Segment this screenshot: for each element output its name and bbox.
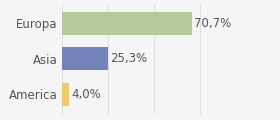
Text: 70,7%: 70,7% xyxy=(195,17,232,30)
Bar xyxy=(62,47,108,70)
Bar xyxy=(62,12,192,35)
Text: 25,3%: 25,3% xyxy=(111,52,148,65)
Bar xyxy=(62,83,69,106)
Text: 4,0%: 4,0% xyxy=(71,88,101,101)
